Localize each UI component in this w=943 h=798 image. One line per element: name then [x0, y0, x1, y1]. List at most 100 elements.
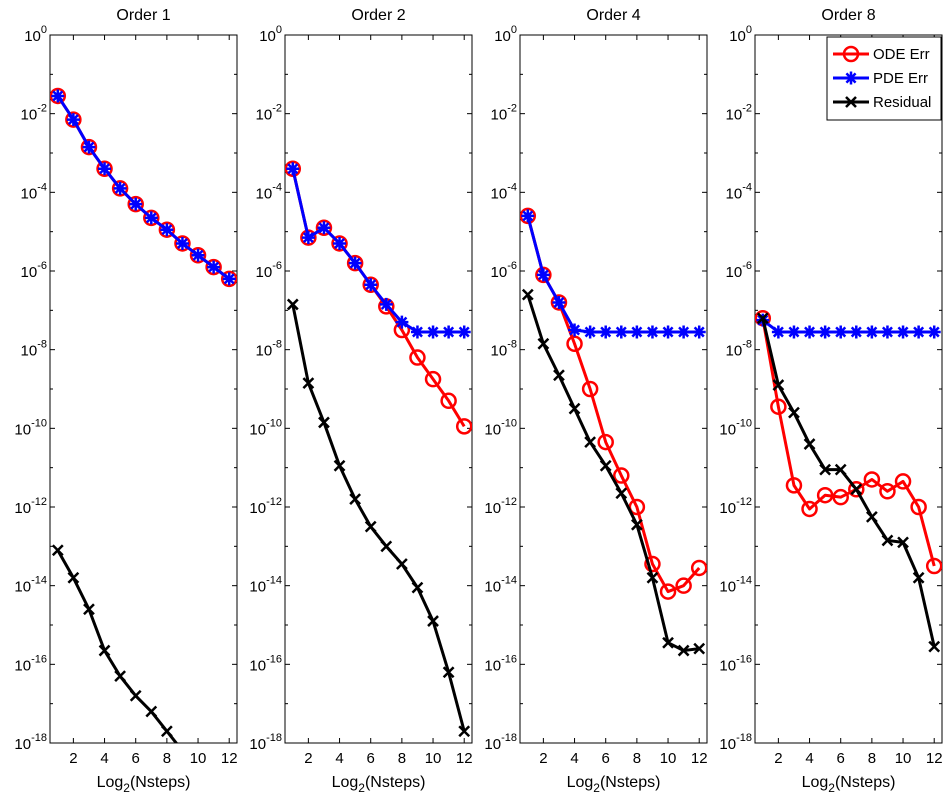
data-point-pde — [82, 140, 96, 154]
data-point-pde — [927, 325, 941, 339]
data-point-pde — [645, 325, 659, 339]
y-tick-label: 100 — [259, 24, 282, 45]
data-point-ode — [816, 486, 834, 504]
data-point-pde — [66, 113, 80, 127]
legend-label-res: Residual — [873, 94, 931, 111]
series-line-pde — [761, 318, 935, 334]
y-tick-label: 10-6 — [256, 260, 282, 281]
y-tick-label: 10-4 — [726, 181, 752, 202]
y-tick-label: 10-10 — [249, 417, 282, 438]
data-point-ode — [96, 160, 113, 177]
data-point-res — [662, 636, 674, 649]
y-tick-label: 10-4 — [256, 181, 282, 202]
data-point-ode — [535, 266, 552, 284]
data-point-pde — [426, 325, 440, 339]
y-tick-label: 10-2 — [256, 103, 282, 124]
data-point-pde — [896, 325, 910, 339]
data-point-ode — [628, 498, 646, 516]
series-ode — [755, 309, 942, 575]
y-tick-label: 10-2 — [491, 103, 517, 124]
data-point-pde — [301, 231, 315, 245]
data-point-res — [380, 540, 393, 553]
data-point-pde — [521, 209, 535, 223]
data-point-pde — [844, 71, 858, 85]
y-tick-label: 10-8 — [726, 339, 752, 360]
data-point-ode — [520, 207, 537, 225]
data-point-ode — [550, 294, 568, 311]
x-tick-label: 4 — [100, 750, 108, 767]
data-point-res — [897, 536, 909, 549]
data-point-ode — [455, 418, 472, 435]
data-point-ode — [189, 247, 207, 264]
data-point-pde — [222, 272, 236, 286]
data-point-pde — [771, 325, 785, 339]
series-pde — [286, 162, 471, 339]
data-point-res — [756, 312, 769, 325]
data-point-ode — [285, 160, 302, 177]
panel-4: Order 8 2 4 6 8 10 12 100 10-2 10-4 10-6 10-8 10-10 1… — [719, 7, 942, 795]
data-point-res — [114, 670, 127, 683]
data-point-pde — [880, 325, 894, 339]
data-point-ode — [690, 559, 707, 577]
series-res — [756, 312, 941, 653]
y-tick-label: 10-4 — [491, 181, 517, 202]
data-point-ode — [842, 45, 860, 63]
series-line-ode — [761, 317, 936, 567]
y-tick-label: 10-12 — [249, 496, 282, 517]
axes-box — [49, 34, 238, 744]
data-point-res — [646, 571, 659, 584]
data-point-pde — [536, 268, 550, 282]
data-point-ode — [770, 398, 787, 415]
x-tick-label: 10 — [190, 750, 207, 767]
y-tick-label: 10-2 — [726, 103, 752, 124]
data-point-res — [67, 571, 80, 584]
y-tick-label: 10-8 — [491, 339, 517, 360]
y-tick-label: 10-14 — [719, 575, 752, 596]
data-point-pde — [834, 325, 848, 339]
y-tick-label: 10-14 — [484, 575, 517, 596]
x-tick-label: 10 — [425, 750, 442, 767]
series-line-pde — [526, 215, 700, 334]
data-point-pde — [457, 325, 471, 339]
data-point-ode — [613, 467, 630, 484]
y-tick-label: 10-6 — [491, 260, 517, 281]
x-tick-label: 2 — [774, 750, 782, 767]
data-point-res — [584, 436, 597, 448]
data-point-res — [928, 640, 941, 653]
data-point-res — [442, 666, 455, 679]
x-tick-label: 8 — [868, 750, 876, 767]
data-point-res — [537, 337, 550, 350]
data-point-res — [364, 520, 377, 533]
data-point-ode — [174, 235, 191, 252]
data-point-pde — [818, 325, 832, 339]
y-tick-label: 10-18 — [719, 732, 752, 753]
data-point-pde — [912, 325, 926, 339]
data-point-res — [129, 689, 142, 702]
x-tick-label: 6 — [602, 750, 610, 767]
x-axis-label: Log2(Nsteps) — [567, 774, 661, 795]
x-tick-label: 8 — [398, 750, 406, 767]
chart-title: Order 1 — [116, 7, 170, 24]
data-point-ode — [300, 229, 317, 246]
data-point-ode — [315, 219, 333, 236]
data-point-res — [865, 510, 878, 523]
x-tick-label: 2 — [539, 750, 547, 767]
x-axis-label: Log2(Nsteps) — [802, 774, 896, 795]
data-point-pde — [614, 325, 628, 339]
data-point-pde — [410, 325, 424, 339]
chart-title: Order 4 — [586, 7, 640, 24]
data-point-ode — [785, 477, 803, 494]
data-point-res — [427, 615, 439, 627]
y-tick-label: 10-18 — [14, 732, 47, 753]
data-point-res — [819, 463, 832, 476]
data-point-ode — [910, 498, 927, 516]
data-point-res — [83, 603, 95, 616]
x-tick-label: 12 — [456, 750, 473, 767]
y-tick-label: 100 — [729, 24, 752, 45]
data-point-pde — [98, 162, 112, 176]
data-point-ode — [894, 473, 912, 490]
data-point-pde — [317, 221, 331, 235]
data-point-ode — [848, 481, 865, 498]
data-point-pde — [849, 325, 863, 339]
chart-title: Order 8 — [821, 7, 875, 24]
